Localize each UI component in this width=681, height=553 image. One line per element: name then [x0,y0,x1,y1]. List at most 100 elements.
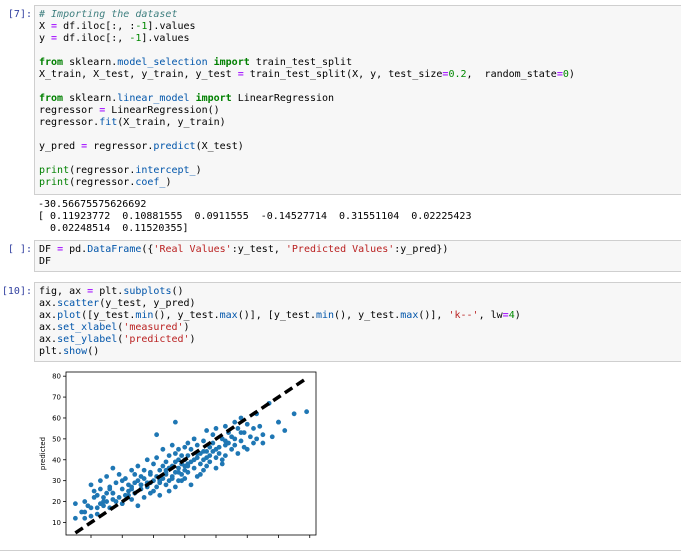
data-point [182,444,188,450]
data-point [154,484,160,490]
axes-frame [65,371,317,536]
data-point [172,451,178,456]
scatter-chart: 10 20 30 40 50 60 70 80 10 20 30 40 50 60 70 80 predicte… [39,371,317,549]
data-point [88,505,94,511]
data-point [110,465,116,471]
data-point [232,442,238,448]
data-point [72,501,78,507]
data-point [241,444,247,450]
code-input[interactable]: # Importing the dataset X = df.iloc[:, :… [34,5,681,195]
cell-prompt: [7]: [7,9,32,20]
data-point [129,497,135,502]
data-point [154,455,160,461]
data-point [132,471,138,477]
code-input[interactable]: DF = pd.DataFrame({'Real Values':y_test,… [34,240,681,272]
data-point [113,499,119,504]
data-point [94,492,100,498]
data-point [254,436,260,442]
data-point [222,423,228,429]
data-point [97,486,103,492]
data-point [104,490,110,496]
data-point [151,461,156,467]
data-point [166,488,172,494]
data-point [204,428,210,433]
data-point [179,453,185,458]
data-point [213,465,219,471]
data-point [282,428,288,433]
data-point [160,463,166,469]
data-point [104,474,110,479]
data-point [207,444,213,450]
code-cell-3[interactable]: [10]: fig, ax = plt.subplots() ax.scatte… [0,282,681,550]
data-point [163,459,169,465]
data-point [182,476,188,481]
data-point [238,415,244,421]
data-point [135,478,141,484]
data-point [269,434,275,440]
data-point [244,421,250,427]
x-tick-label: 40 [180,541,189,542]
data-point [222,453,228,458]
data-point [135,463,141,469]
data-point [251,426,256,431]
data-point [154,432,160,438]
y-tick-label: 60 [52,414,61,422]
code-input[interactable]: fig, ax = plt.subplots() ax.scatter(y_te… [34,282,681,362]
y-tick-label: 70 [52,394,61,402]
data-point [166,453,172,458]
data-point [188,446,194,452]
y-tick-label: 30 [52,477,61,485]
data-point [219,457,225,463]
data-point [94,505,100,511]
data-point [172,484,178,490]
data-point [163,482,169,488]
data-point [201,449,206,454]
data-point [191,465,197,471]
data-point [157,492,163,498]
data-point [251,440,256,446]
code-text: DF = pd.DataFrame({'Real Values':y_test,… [39,244,449,267]
data-point [129,467,135,473]
y-tick-label: 10 [52,519,61,527]
code-cell-1[interactable]: [7]: # Importing the dataset X = df.iloc… [0,5,681,245]
data-point [304,409,310,415]
reference-line [74,376,308,535]
data-point [91,488,97,494]
data-point [276,419,281,425]
data-point [141,467,147,473]
cell-prompt: [ ]: [7,244,32,255]
data-point [138,482,144,488]
data-point [210,432,216,438]
y-tick-label: 80 [52,373,61,381]
data-point [176,446,181,452]
code-cell-2[interactable]: [ ]: DF = pd.DataFrame({'Real Values':y_… [0,240,681,274]
cell-prompt: [10]: [1,286,32,297]
data-point [94,511,100,517]
data-point [110,490,116,496]
data-point [260,440,266,446]
data-point [172,419,178,425]
data-point [213,446,219,452]
data-point [213,426,219,431]
data-point [119,486,125,492]
x-tick-label: 30 [149,541,158,542]
data-point [169,474,175,479]
data-point [197,471,203,477]
x-tick-label: 20 [118,541,127,542]
data-point [141,494,147,500]
data-point [101,499,106,504]
data-point [238,430,244,436]
y-axis-label: predicted [39,437,47,470]
data-point [185,440,191,446]
data-point [113,480,119,486]
data-point [116,494,122,500]
data-point [235,451,241,456]
data-point [147,471,153,477]
data-point [188,482,194,488]
data-point [176,457,181,463]
data-point [197,461,203,467]
data-point [163,467,169,473]
data-point [194,455,200,461]
data-point [291,411,297,417]
y-tick-label: 40 [52,456,61,464]
